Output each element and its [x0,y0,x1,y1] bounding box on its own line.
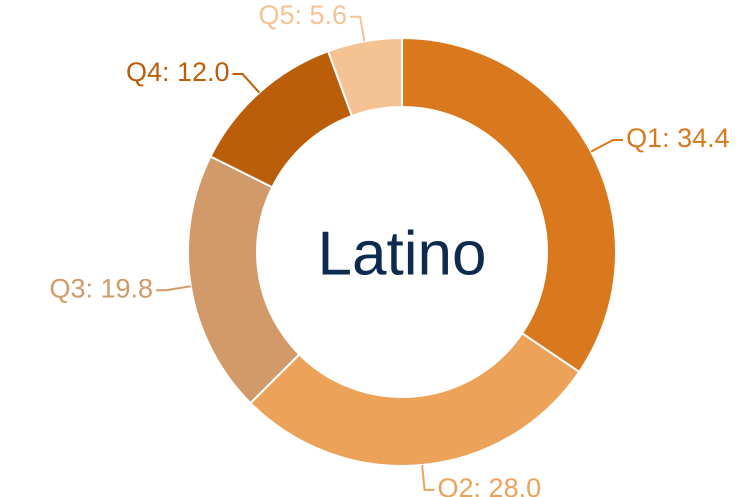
donut-slice [249,331,581,467]
donut-slice [326,36,403,118]
data-label: Q5: 5.6 [259,0,348,30]
leader-line [232,72,260,94]
data-label: Q4: 12.0 [126,57,230,87]
donut-slice [209,49,354,189]
donut-slice [187,155,301,405]
data-label: Q2: 28.0 [438,473,542,497]
leader-line [590,138,624,153]
center-label: Latino [318,219,487,288]
data-label: Q3: 19.8 [49,273,153,303]
leader-line [156,285,191,292]
leader-line [350,15,366,42]
donut-slice [401,36,617,374]
leader-line [421,464,435,491]
data-label: Q1: 34.4 [626,123,730,153]
